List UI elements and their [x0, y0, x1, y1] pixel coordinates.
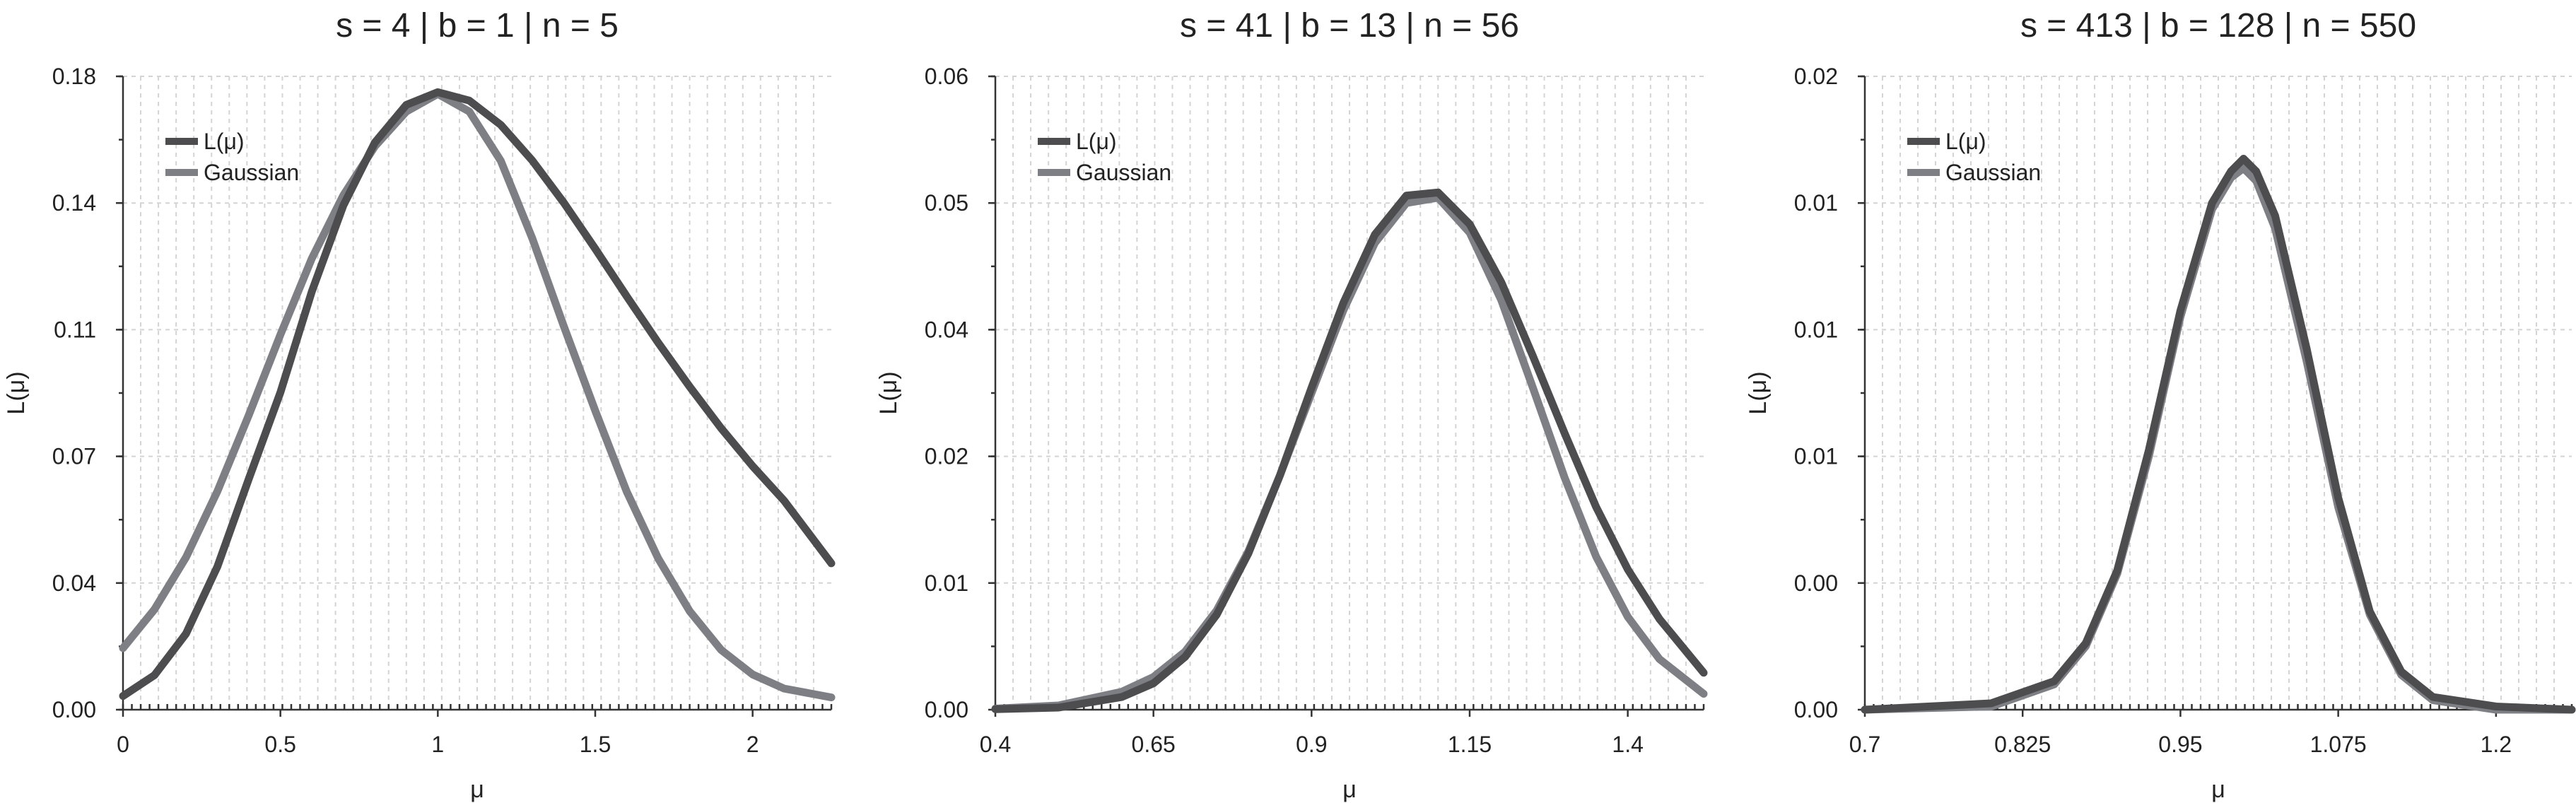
x-axis-label: μ [1342, 776, 1357, 803]
legend-label: Gaussian [1945, 160, 2041, 185]
y-axis-label: L(μ) [875, 371, 902, 414]
y-tick-label: 0.01 [1794, 317, 1838, 342]
y-tick-label: 0.02 [925, 444, 968, 469]
y-tick-label: 0.14 [52, 190, 96, 216]
x-tick-label: 0.4 [980, 732, 1011, 757]
x-axis-label: μ [2211, 776, 2225, 803]
y-tick-label: 0.00 [925, 697, 968, 722]
y-tick-label: 0.01 [925, 570, 968, 596]
y-tick-label: 0.01 [1794, 190, 1838, 216]
series-line-0 [991, 188, 1708, 713]
y-tick-label: 0.00 [1794, 570, 1838, 596]
x-tick-label: 0.5 [264, 732, 295, 757]
legend-label: L(μ) [1945, 129, 1986, 154]
chart-title: s = 41 | b = 13 | n = 56 [1180, 7, 1519, 45]
series-line-0 [1861, 155, 2576, 714]
y-tick-label: 0.01 [1794, 444, 1838, 469]
x-tick-label: 1 [431, 732, 444, 757]
x-tick-label: 0.7 [1849, 732, 1880, 757]
chart-panel-3: s = 413 | b = 128 | n = 550 0.7 0.825 0.95 1… [1745, 7, 2576, 803]
legend-label: Gaussian [1076, 160, 1171, 185]
x-tick-label: 1.075 [2310, 732, 2367, 757]
chart-title: s = 413 | b = 128 | n = 550 [2020, 7, 2416, 45]
legend-label: Gaussian [204, 160, 299, 185]
x-tick-label: 1.4 [1612, 732, 1643, 757]
x-tick-label: 1.2 [2481, 732, 2512, 757]
y-tick-label: 0.00 [52, 697, 96, 722]
y-tick-label: 0.18 [52, 64, 96, 89]
series-line-1 [119, 90, 836, 702]
x-tick-label: 0.9 [1296, 732, 1327, 757]
legend-label: L(μ) [204, 129, 245, 154]
y-tick-label: 0.00 [1794, 697, 1838, 722]
x-axis-label: μ [470, 776, 484, 803]
x-tick-label: 0 [117, 732, 129, 757]
y-tick-label: 0.05 [925, 190, 968, 216]
x-tick-label: 1.15 [1448, 732, 1492, 757]
y-tick-label: 0.06 [925, 64, 968, 89]
y-axis-label: L(μ) [3, 371, 30, 414]
y-tick-label: 0.04 [925, 317, 968, 342]
chart-panel-1: s = 4 | b = 1 | n = 5 0 0.5 1 1.5 2 0.00 0.04 0.… [3, 7, 836, 803]
series-line-0 [119, 88, 836, 701]
y-axis-label: L(μ) [1745, 371, 1772, 414]
y-tick-label: 0.11 [54, 317, 96, 342]
x-tick-label: 1.5 [580, 732, 611, 757]
legend-label: L(μ) [1076, 129, 1117, 154]
x-tick-label: 0.825 [1994, 732, 2051, 757]
y-tick-label: 0.04 [52, 570, 96, 596]
x-tick-label: 0.65 [1132, 732, 1176, 757]
y-tick-label: 0.02 [1794, 64, 1838, 89]
chart-panel-2: s = 41 | b = 13 | n = 56 0.4 0.65 0.9 1.15 1.… [875, 7, 1708, 803]
x-tick-label: 2 [747, 732, 759, 757]
x-tick-label: 0.95 [2158, 732, 2202, 757]
chart-title: s = 4 | b = 1 | n = 5 [336, 7, 619, 45]
y-tick-label: 0.07 [52, 444, 96, 469]
